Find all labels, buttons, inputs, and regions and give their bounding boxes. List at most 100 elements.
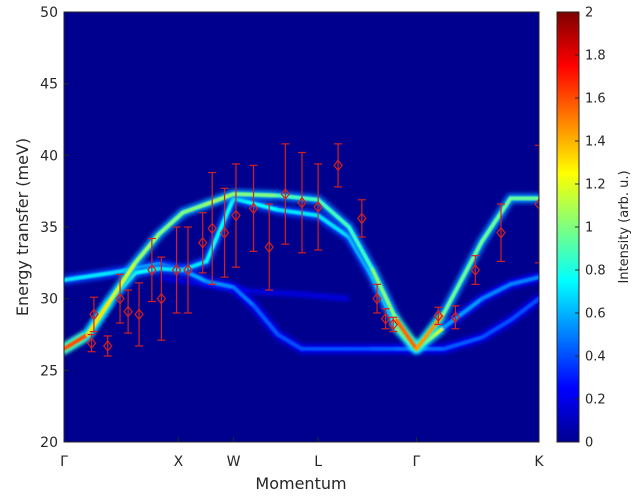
colorbar-tick-label: 2: [585, 6, 593, 21]
data-point: [470, 255, 481, 285]
diamond-marker: [388, 318, 398, 331]
data-point: [231, 163, 241, 268]
x-tick-label: X: [174, 454, 184, 470]
branch-segment: [157, 266, 185, 272]
branch-segment: [442, 335, 484, 351]
colorbar-tick-label: 1.8: [585, 49, 606, 64]
diamond-marker: [156, 292, 167, 305]
branch-segment: [64, 332, 90, 351]
diamond-marker: [450, 311, 461, 324]
diamond-marker: [280, 188, 291, 200]
data-point: [496, 203, 506, 262]
data-point: [333, 143, 343, 188]
branch-segment: [180, 202, 209, 215]
branch-segment: [64, 270, 114, 283]
colorbar-tick-label: 0.8: [585, 264, 606, 279]
data-point: [264, 203, 274, 291]
branch-segment: [204, 279, 236, 290]
colorbar-tick-label: 1.6: [585, 92, 606, 107]
colorbar-tick-label: 1.2: [585, 178, 606, 193]
data-point: [219, 187, 230, 278]
branch-segment: [480, 196, 513, 244]
branch-segment: [275, 207, 321, 218]
y-tick-label: 30: [40, 292, 58, 308]
data-points: [86, 143, 539, 357]
data-point: [388, 316, 398, 333]
diamond-marker: [115, 292, 125, 305]
diamond-marker: [86, 337, 97, 350]
branch-segment: [370, 268, 399, 323]
colorbar-tick-label: 0.4: [585, 350, 606, 365]
data-point: [197, 212, 208, 274]
diamond-marker: [333, 159, 343, 172]
branch-segment: [394, 318, 419, 351]
data-point: [380, 308, 391, 330]
x-tick-label: Γ: [60, 454, 68, 470]
colorbar-tick-label: 0.6: [585, 307, 606, 322]
data-point: [123, 289, 133, 334]
diamond-marker: [207, 222, 217, 235]
data-point: [450, 305, 461, 330]
diamond-marker: [380, 312, 391, 325]
branch-segment: [442, 239, 484, 315]
branch-segment: [231, 192, 280, 198]
diamond-marker: [197, 236, 208, 249]
x-axis-label: Momentum: [255, 474, 346, 493]
branch-segment: [480, 282, 513, 301]
diamond-marker: [89, 308, 99, 321]
branch-segment: [316, 213, 351, 240]
branch-segment: [316, 197, 351, 229]
branch-segment: [204, 192, 236, 207]
branch-segment: [252, 303, 280, 337]
diamond-marker: [357, 212, 367, 225]
colorbar-tick-label: 1: [585, 221, 593, 236]
y-axis: 20 25 30 35 40 45 50: [40, 5, 69, 451]
branch-segment: [480, 318, 513, 340]
diamond-marker: [534, 198, 539, 211]
diamond-marker: [123, 305, 133, 318]
data-point: [134, 282, 144, 347]
data-point: [248, 164, 259, 252]
y-axis-label: Energy transfer (meV): [13, 138, 32, 316]
diamond-marker: [496, 226, 506, 239]
x-tick-label: W: [227, 454, 241, 470]
data-point: [207, 171, 217, 285]
branch-segment: [157, 210, 185, 237]
branch-segment: [231, 285, 256, 308]
diamond-marker: [313, 200, 323, 213]
branch-segment: [442, 296, 484, 330]
data-point: [433, 306, 444, 326]
diamond-marker: [171, 264, 182, 276]
diamond-marker: [248, 202, 259, 215]
branch-segment: [275, 332, 304, 351]
branch-segment: [204, 196, 236, 264]
data-point: [372, 283, 382, 314]
diamond-marker: [372, 292, 382, 305]
diamond-marker: [297, 196, 307, 209]
x-tick-label: L: [314, 454, 322, 470]
colorbar-tick-label: 1.4: [585, 135, 606, 150]
data-point: [115, 273, 125, 324]
colorbar-label: Intensity (arb. u.): [617, 170, 632, 283]
x-tick-label: K: [534, 454, 544, 470]
y-tick-label: 35: [40, 220, 58, 236]
branch-segment: [231, 196, 280, 212]
data-point: [171, 226, 182, 314]
branch-segment: [508, 275, 539, 287]
data-point: [147, 237, 157, 303]
y-tick-label: 20: [40, 435, 58, 451]
data-point: [102, 335, 113, 357]
colorbar-ticks: 0 0.2 0.4 0.6 0.8 1 1.2 1.4 1.6 1.8 2: [575, 6, 606, 451]
diamond-marker: [102, 340, 113, 352]
y-tick-label: 50: [40, 5, 58, 21]
y-tick-label: 25: [40, 363, 58, 379]
data-point: [86, 333, 97, 353]
y-tick-label: 40: [40, 148, 58, 164]
diamond-marker: [231, 209, 241, 222]
data-point: [357, 199, 367, 238]
diamond-marker: [134, 308, 144, 321]
y-tick-label: 45: [40, 77, 58, 93]
data-point: [534, 144, 539, 264]
diamond-marker: [219, 226, 230, 239]
